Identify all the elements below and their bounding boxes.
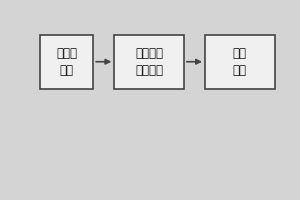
Text: 预处理
反应: 预处理 反应 (56, 47, 77, 77)
FancyBboxPatch shape (205, 35, 275, 89)
Text: 气液
分离: 气液 分离 (233, 47, 247, 77)
Text: 微波诱导
氧化反应: 微波诱导 氧化反应 (135, 47, 163, 77)
FancyBboxPatch shape (114, 35, 184, 89)
FancyBboxPatch shape (40, 35, 93, 89)
